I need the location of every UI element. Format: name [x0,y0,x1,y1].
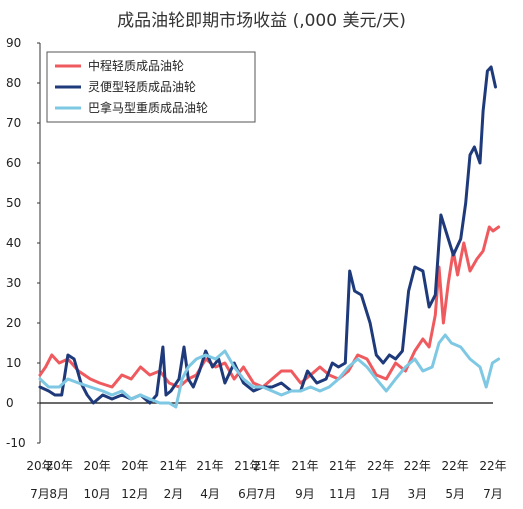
x-tick-month-label: 6月 [238,487,258,501]
x-tick-month-label: 8月 [49,487,69,501]
legend-label-2: 灵便型轻质成品油轮 [88,80,196,94]
x-tick-month-label: 2月 [164,487,184,501]
x-tick-month-label: 12月 [121,487,148,501]
x-tick-month-label: 10月 [83,487,110,501]
y-tick-label: 30 [6,276,21,290]
series-line-3 [38,333,501,409]
x-tick-year-label: 22年 [442,459,469,473]
y-tick-label: 70 [6,116,21,130]
series-line-2 [38,65,497,405]
series-line-1 [38,225,501,389]
x-tick-year-label: 22年 [404,459,431,473]
y-tick-label: 20 [6,316,21,330]
x-tick-year-label: 20年 [46,459,73,473]
x-tick-year-label: 21年 [329,459,356,473]
y-tick-label: 60 [6,156,21,170]
x-tick-month-label: 4月 [200,487,220,501]
y-tick-label: 0 [6,396,14,410]
x-tick-year-label: 21年 [160,459,187,473]
x-tick-month-label: 7月 [483,487,503,501]
x-tick-year-label: 20年 [26,459,53,473]
x-tick-year-label: 22年 [367,459,394,473]
y-tick-label: 80 [6,76,21,90]
legend-label-3: 巴拿马型重质成品油轮 [88,100,208,115]
x-tick-month-label: 7月 [30,487,50,501]
x-tick-month-label: 11月 [329,487,356,501]
x-tick-year-label: 21年 [253,459,280,473]
x-tick-month-label: 3月 [407,487,427,501]
y-tick-label: 50 [6,196,21,210]
x-tick-month-label: 5月 [445,487,465,501]
x-tick-month-label: 7月 [257,487,277,501]
legend-label-1: 中程轻质成品油轮 [88,58,184,73]
x-tick-month-label: 9月 [295,487,315,501]
y-tick-label: -10 [6,436,26,450]
chart-title: 成品油轮即期市场收益 (,000 美元/天) [117,11,406,31]
x-tick-year-label: 20年 [83,459,110,473]
y-tick-label: 90 [6,36,21,50]
x-tick-year-label: 21年 [291,459,318,473]
y-tick-label: 10 [6,356,21,370]
x-tick-month-label: 1月 [371,487,391,501]
x-tick-year-label: 21年 [234,459,261,473]
x-tick-year-label: 20年 [121,459,148,473]
legend-box [46,51,256,123]
x-tick-year-label: 22年 [479,459,506,473]
y-tick-label: 40 [6,236,21,250]
x-tick-year-label: 21年 [196,459,223,473]
